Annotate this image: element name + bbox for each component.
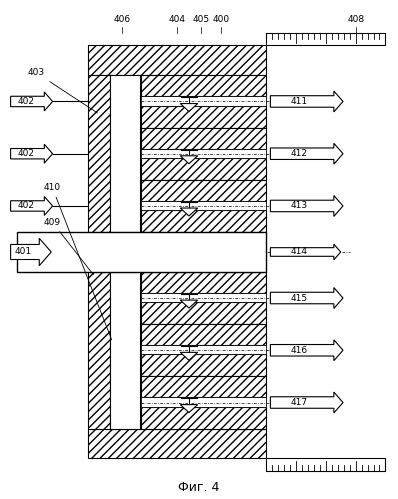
Text: 413: 413 [291, 202, 308, 211]
Polygon shape [11, 239, 51, 265]
Polygon shape [11, 197, 53, 216]
Bar [142, 149, 266, 158]
Polygon shape [270, 340, 343, 361]
Bar [142, 210, 266, 232]
Bar [88, 429, 266, 459]
Bar [142, 324, 266, 345]
Polygon shape [180, 156, 198, 164]
Bar [88, 272, 112, 429]
Bar [110, 272, 112, 429]
Bar [110, 75, 112, 232]
Polygon shape [270, 392, 343, 413]
Text: 414: 414 [291, 248, 307, 256]
Bar [142, 302, 266, 324]
Bar [142, 272, 266, 293]
Text: 403: 403 [28, 68, 98, 113]
Text: 402: 402 [17, 97, 34, 106]
Bar [142, 398, 266, 407]
Polygon shape [270, 143, 343, 164]
Polygon shape [270, 244, 341, 260]
Bar [142, 128, 266, 149]
Text: 405: 405 [192, 15, 209, 24]
Bar [17, 232, 266, 272]
Text: 410: 410 [44, 183, 112, 340]
Text: 415: 415 [291, 293, 308, 302]
Text: 416: 416 [291, 346, 308, 355]
Polygon shape [180, 104, 198, 111]
Bar [266, 33, 385, 45]
Bar [142, 180, 266, 201]
Bar [142, 293, 266, 302]
Polygon shape [180, 352, 198, 360]
Bar [110, 75, 140, 232]
Text: 411: 411 [291, 97, 308, 106]
Bar [88, 75, 112, 232]
Bar [142, 158, 266, 180]
Text: 417: 417 [291, 398, 308, 407]
Text: 402: 402 [17, 149, 34, 158]
Polygon shape [180, 300, 198, 308]
Text: 400: 400 [212, 15, 229, 24]
Bar [142, 345, 266, 354]
Text: 408: 408 [347, 15, 364, 24]
Polygon shape [180, 405, 198, 413]
Bar [110, 272, 140, 429]
Polygon shape [270, 91, 343, 112]
Text: 401: 401 [15, 248, 32, 256]
Polygon shape [180, 208, 198, 216]
Text: 404: 404 [169, 15, 186, 24]
Polygon shape [270, 196, 343, 217]
Text: 402: 402 [17, 202, 34, 211]
Bar [142, 96, 266, 106]
Text: 406: 406 [113, 15, 130, 24]
Polygon shape [11, 144, 53, 163]
Bar [142, 75, 266, 96]
Text: 409: 409 [44, 218, 94, 274]
Bar [142, 407, 266, 429]
Bar [142, 354, 266, 376]
Bar [266, 459, 385, 471]
Polygon shape [270, 287, 343, 308]
Bar [88, 45, 266, 75]
Text: 412: 412 [291, 149, 307, 158]
Bar [142, 106, 266, 128]
Text: Фиг. 4: Фиг. 4 [178, 481, 220, 494]
Bar [142, 376, 266, 398]
Bar [142, 201, 266, 210]
Polygon shape [11, 92, 53, 111]
